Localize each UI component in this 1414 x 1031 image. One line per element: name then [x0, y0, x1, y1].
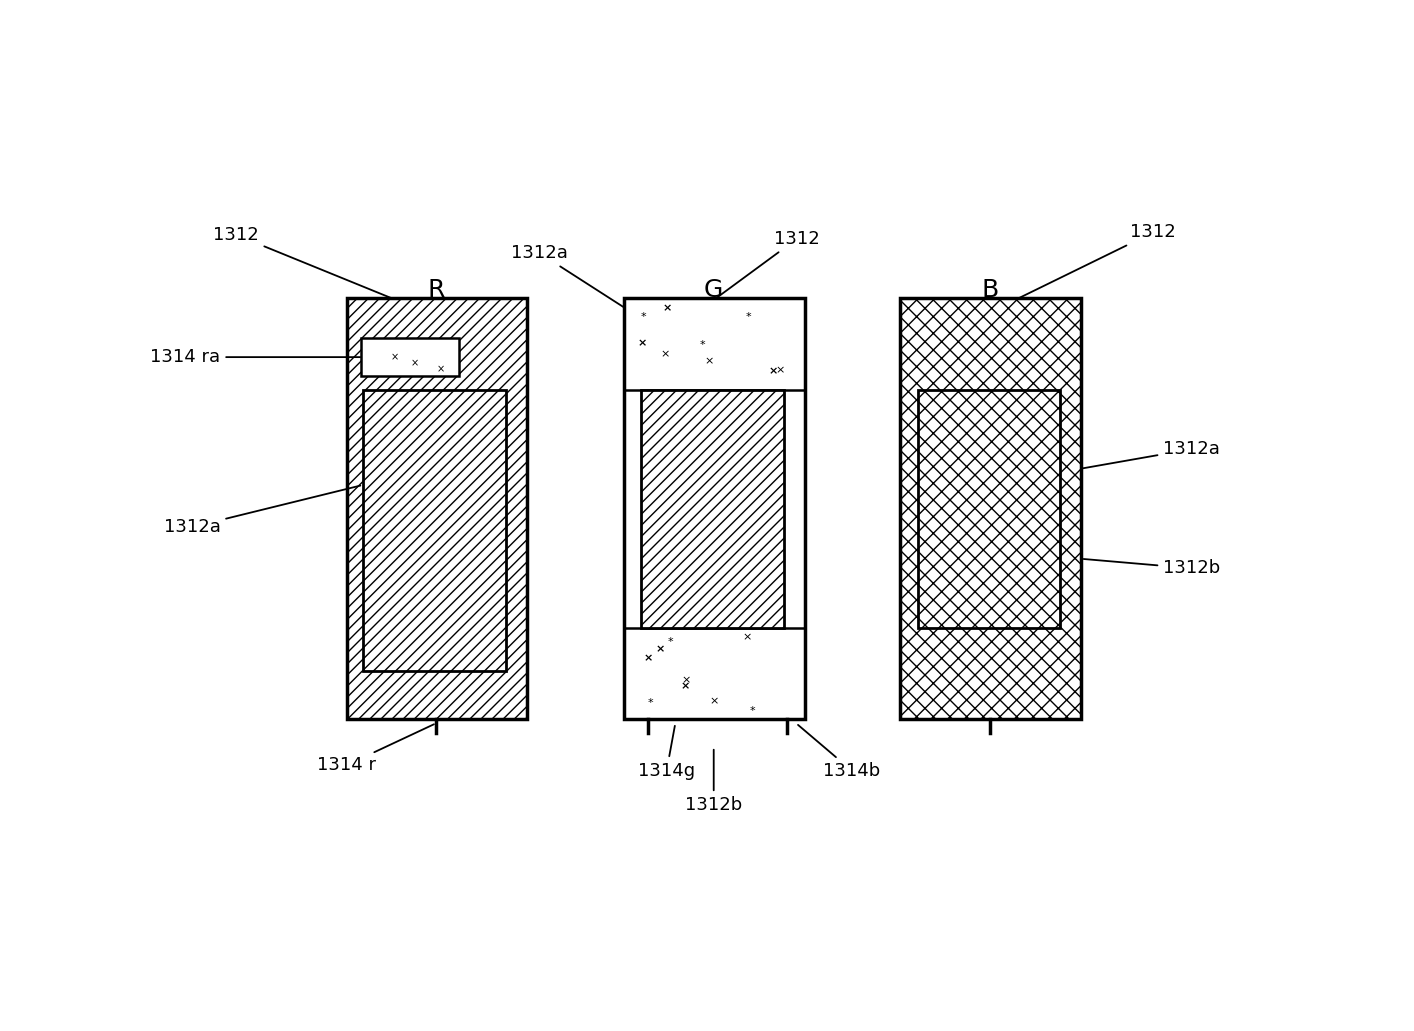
Text: $\times$: $\times$	[682, 674, 691, 685]
Text: $\times$: $\times$	[704, 356, 714, 366]
Text: 1312: 1312	[715, 230, 820, 298]
Text: R: R	[428, 278, 445, 302]
Text: $\times$: $\times$	[708, 696, 718, 706]
Text: $\times$: $\times$	[775, 365, 785, 375]
Text: $*$: $*$	[639, 310, 648, 320]
Text: 1312a: 1312a	[164, 486, 361, 536]
Text: 1314 ra: 1314 ra	[150, 348, 361, 366]
Text: 1314g: 1314g	[638, 726, 696, 779]
Text: 1312a: 1312a	[1082, 440, 1220, 468]
Text: 1312b: 1312b	[1083, 559, 1220, 577]
Bar	[642, 390, 783, 628]
Text: $\mathbf{\times}$: $\mathbf{\times}$	[680, 680, 690, 691]
Text: 1312a: 1312a	[510, 244, 624, 307]
Text: G: G	[704, 278, 724, 302]
Text: B: B	[981, 278, 998, 302]
Bar	[363, 390, 506, 671]
Text: $\times$: $\times$	[660, 348, 670, 359]
Text: $*$: $*$	[667, 635, 674, 644]
Bar	[918, 390, 1060, 628]
Text: $\mathbf{\times}$: $\mathbf{\times}$	[642, 653, 652, 663]
Text: $\times$: $\times$	[390, 353, 399, 363]
Text: 1312: 1312	[214, 226, 393, 299]
Text: $\times$: $\times$	[436, 364, 445, 374]
Text: $\times$: $\times$	[742, 632, 752, 642]
Text: $*$: $*$	[749, 704, 756, 713]
Text: $*$: $*$	[699, 338, 706, 347]
Bar	[346, 298, 527, 720]
Text: $\mathbf{\times}$: $\mathbf{\times}$	[768, 366, 778, 376]
Text: $*$: $*$	[648, 696, 655, 706]
Text: $\mathbf{\times}$: $\mathbf{\times}$	[655, 644, 665, 655]
Text: 1312: 1312	[1018, 224, 1176, 299]
Bar	[901, 298, 1080, 720]
Text: 1312b: 1312b	[686, 750, 742, 813]
Text: $\mathbf{\times}$: $\mathbf{\times}$	[662, 302, 672, 313]
Text: 1314b: 1314b	[797, 725, 881, 779]
Text: 1314 r: 1314 r	[317, 724, 434, 774]
Bar	[361, 338, 460, 376]
Text: $*$: $*$	[745, 309, 752, 320]
Text: $\mathbf{\times}$: $\mathbf{\times}$	[638, 338, 648, 348]
Text: $\times$: $\times$	[410, 358, 419, 368]
Bar	[624, 298, 805, 720]
